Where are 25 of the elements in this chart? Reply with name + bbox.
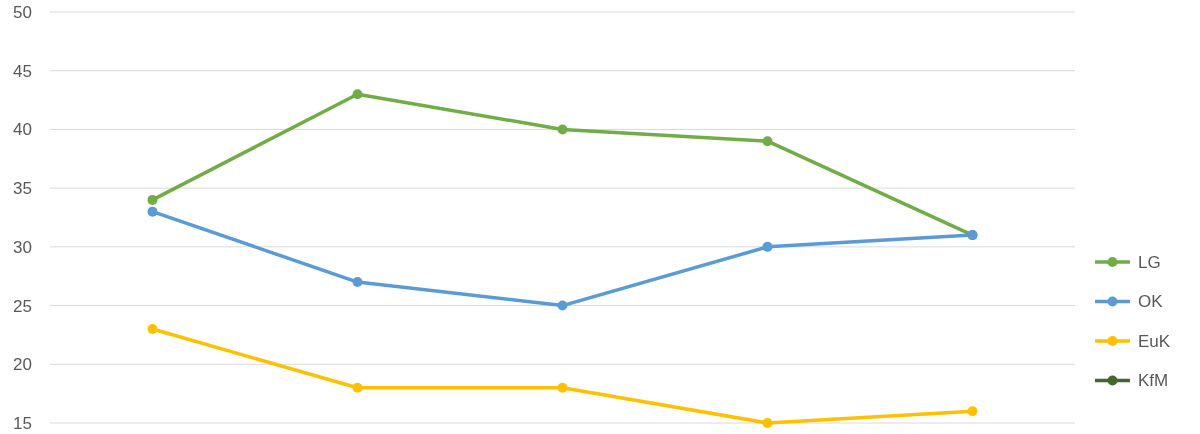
legend-label: EuK bbox=[1138, 331, 1171, 351]
legend-label: KfM bbox=[1138, 371, 1169, 391]
point bbox=[557, 382, 568, 393]
legend-label: LG bbox=[1138, 252, 1161, 272]
point bbox=[147, 324, 158, 335]
y-tick-label: 50 bbox=[13, 2, 32, 22]
point bbox=[352, 89, 363, 100]
y-tick-label: 20 bbox=[13, 355, 32, 375]
point bbox=[147, 194, 158, 205]
y-tick-label: 30 bbox=[13, 237, 32, 257]
point bbox=[967, 406, 978, 417]
legend-label: OK bbox=[1138, 292, 1164, 312]
y-tick-label: 25 bbox=[13, 296, 32, 316]
y-tick-label: 40 bbox=[13, 120, 32, 140]
point bbox=[762, 418, 773, 428]
point bbox=[762, 241, 773, 252]
point bbox=[147, 206, 158, 217]
point bbox=[352, 382, 363, 393]
point bbox=[762, 136, 773, 147]
y-tick-label: 15 bbox=[13, 413, 32, 433]
point bbox=[557, 300, 568, 311]
y-tick-label: 45 bbox=[13, 61, 32, 81]
y-tick-label: 35 bbox=[13, 179, 32, 199]
point bbox=[557, 124, 568, 135]
point bbox=[352, 277, 363, 288]
